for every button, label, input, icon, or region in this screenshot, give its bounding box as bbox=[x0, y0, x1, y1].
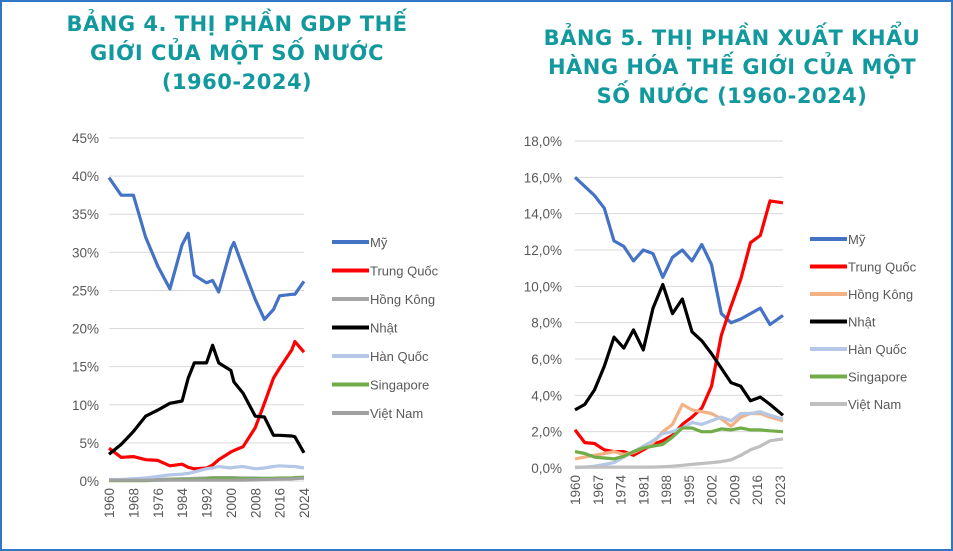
y-tick-label: 15% bbox=[72, 360, 99, 375]
x-tick-label: 2000 bbox=[224, 488, 239, 518]
y-tick-label: 14,0% bbox=[524, 207, 562, 222]
y-tick-label: 18,0% bbox=[524, 134, 562, 149]
series-line-6 bbox=[109, 476, 305, 482]
series-line-1 bbox=[108, 339, 306, 471]
legend-label: Nhật bbox=[848, 315, 876, 330]
legend-label: Việt Nam bbox=[370, 406, 423, 421]
y-tick-label: 2,0% bbox=[531, 425, 562, 440]
y-tick-label: 6,0% bbox=[531, 352, 562, 367]
y-tick-label: 10,0% bbox=[524, 279, 562, 294]
y-tick-label: 35% bbox=[72, 207, 99, 222]
x-tick-label: 1984 bbox=[175, 488, 190, 519]
legend-label: Singapore bbox=[848, 370, 907, 385]
x-tick-label: 1992 bbox=[200, 488, 215, 518]
series-line-4 bbox=[109, 464, 305, 482]
chart-title-gdp: BẢNG 4. THỊ PHẦN GDP THẾ GIỚI CỦA MỘT SỐ… bbox=[66, 12, 408, 94]
x-tick-label: 2016 bbox=[273, 488, 288, 518]
legend-label: Mỹ bbox=[848, 232, 866, 247]
series-line-0 bbox=[573, 176, 784, 327]
x-tick-label: 1960 bbox=[568, 475, 583, 505]
series-line-6 bbox=[575, 437, 784, 469]
legend-label: Hồng Kông bbox=[848, 287, 913, 302]
x-tick-label: 1995 bbox=[682, 475, 697, 505]
series-line-3 bbox=[574, 282, 785, 417]
x-tick-label: 1988 bbox=[659, 475, 674, 505]
legend-label: Hồng Kông bbox=[370, 292, 435, 307]
y-tick-label: 45% bbox=[72, 131, 99, 146]
x-tick-label: 2009 bbox=[727, 475, 742, 505]
chart-title-exports: BẢNG 5. THỊ PHẦN XUẤT KHẨU HÀNG HÓA THẾ … bbox=[543, 26, 921, 108]
x-tick-label: 2008 bbox=[248, 488, 263, 518]
x-tick-label: 1967 bbox=[591, 475, 606, 505]
x-tick-label: 2023 bbox=[773, 475, 788, 505]
y-tick-label: 4,0% bbox=[531, 388, 562, 403]
y-tick-label: 25% bbox=[72, 283, 99, 298]
x-tick-label: 1974 bbox=[614, 475, 629, 506]
series-line-2 bbox=[574, 402, 784, 461]
legend-label: Trung Quốc bbox=[848, 260, 917, 275]
legend-label: Hàn Quốc bbox=[370, 349, 429, 364]
legend-label: Nhật bbox=[370, 321, 398, 336]
x-tick-label: 2002 bbox=[705, 475, 720, 505]
series-line-5 bbox=[574, 426, 784, 461]
x-tick-label: 1968 bbox=[126, 488, 141, 518]
y-tick-label: 8,0% bbox=[531, 316, 562, 331]
legend-label: Hàn Quốc bbox=[848, 342, 907, 357]
legend-label: Mỹ bbox=[370, 235, 388, 250]
series-line-4 bbox=[574, 410, 784, 470]
x-tick-label: 1981 bbox=[636, 475, 651, 505]
y-tick-label: 30% bbox=[72, 245, 99, 260]
y-tick-label: 40% bbox=[72, 169, 99, 184]
x-tick-label: 2016 bbox=[750, 475, 765, 505]
series-line-1 bbox=[573, 199, 784, 457]
y-tick-label: 20% bbox=[72, 322, 99, 337]
y-tick-label: 0% bbox=[79, 474, 99, 489]
x-tick-label: 2024 bbox=[297, 488, 312, 519]
series-line-3 bbox=[107, 343, 306, 456]
legend-label: Singapore bbox=[370, 378, 429, 393]
y-tick-label: 16,0% bbox=[524, 170, 562, 185]
y-tick-label: 10% bbox=[72, 398, 99, 413]
y-tick-label: 12,0% bbox=[524, 243, 562, 258]
series-line-0 bbox=[107, 176, 306, 321]
x-tick-label: 1976 bbox=[151, 488, 166, 518]
legend-label: Trung Quốc bbox=[370, 264, 439, 279]
x-tick-label: 1960 bbox=[102, 488, 117, 518]
y-tick-label: 0,0% bbox=[531, 461, 562, 476]
legend-label: Việt Nam bbox=[848, 397, 901, 412]
y-tick-label: 5% bbox=[79, 436, 99, 451]
